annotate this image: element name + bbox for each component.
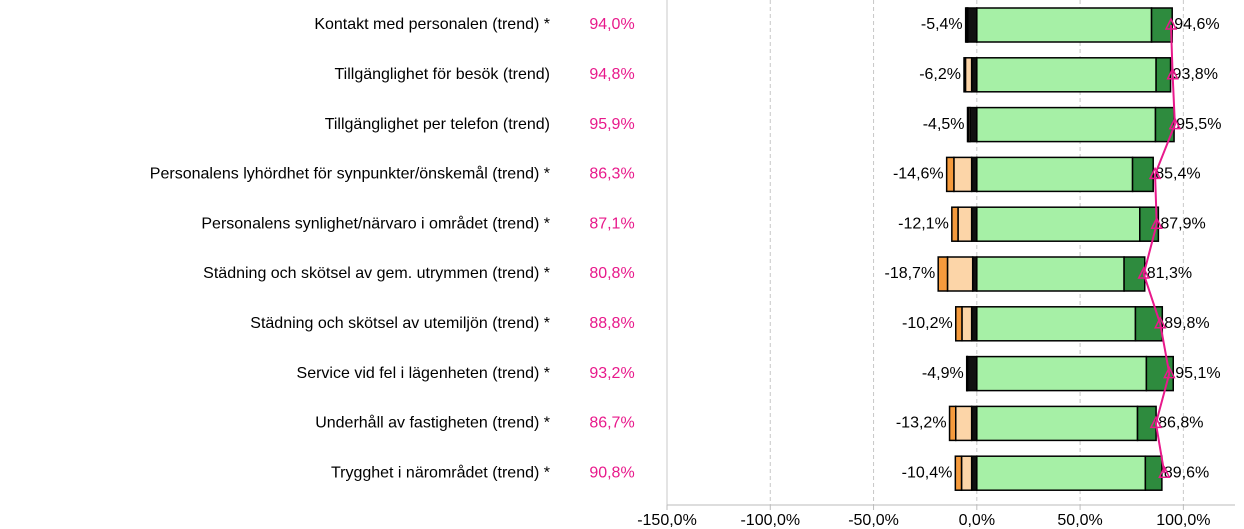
negative-segment <box>963 57 967 93</box>
previous-label: 93,2% <box>589 365 634 382</box>
negative-segment <box>946 256 974 292</box>
x-tick-label: 100,0% <box>1156 512 1210 529</box>
positive-total-label: 95,1% <box>1175 365 1220 382</box>
category-label: Service vid fel i lägenheten (trend) * <box>297 365 550 382</box>
negative-segment <box>966 7 978 43</box>
negative-segment <box>955 306 963 342</box>
x-tick-label: 0,0% <box>959 512 995 529</box>
negative-total-label: -12,1% <box>898 215 949 232</box>
positive-segment <box>1150 7 1173 43</box>
negative-segment <box>951 206 959 242</box>
negative-total-label: -4,9% <box>922 365 964 382</box>
positive-segment <box>1123 256 1146 292</box>
previous-label: 80,8% <box>589 265 634 282</box>
negative-segment <box>969 106 978 143</box>
category-label: Trygghet i närområdet (trend) * <box>331 463 550 481</box>
negative-segment <box>953 156 973 193</box>
trend-marker <box>1166 67 1179 80</box>
negative-segment <box>970 455 978 491</box>
positive-segment <box>976 57 1157 93</box>
positive-total-label: 85,4% <box>1155 166 1200 183</box>
positive-segment <box>1144 455 1163 491</box>
category-label: Städning och skötsel av utemiljön (trend… <box>250 315 550 332</box>
previous-label: 90,8% <box>589 464 634 481</box>
positive-total-label: 94,6% <box>1174 16 1219 33</box>
positive-segment <box>976 156 1134 193</box>
x-tick-label: -150,0% <box>637 512 697 529</box>
negative-segment <box>964 7 968 43</box>
x-tick-label: -50,0% <box>848 512 899 529</box>
negative-segment <box>960 455 973 491</box>
negative-total-label: -6,2% <box>919 66 961 83</box>
previous-label: 86,3% <box>589 166 634 183</box>
positive-segment <box>1131 156 1154 193</box>
previous-label: 94,8% <box>589 66 634 83</box>
trend-marker <box>1150 216 1163 229</box>
negative-segment <box>970 405 978 442</box>
positive-segment <box>976 256 1125 292</box>
negative-total-label: -5,4% <box>921 16 963 33</box>
trend-marker <box>1163 365 1176 379</box>
category-label: Personalens synlighet/närvaro i området … <box>201 214 550 232</box>
negative-segment <box>954 455 963 491</box>
positive-segment <box>976 206 1141 242</box>
trend-marker <box>1164 17 1178 30</box>
positive-total-label: 87,9% <box>1160 215 1205 232</box>
category-label: Tillgänglighet för besök (trend) <box>334 66 550 83</box>
positive-total-label: 95,5% <box>1176 116 1221 133</box>
category-label: Kontakt med personalen (trend) * <box>314 16 550 33</box>
positive-segment <box>976 405 1139 442</box>
positive-total-label: 81,3% <box>1147 265 1192 282</box>
negative-segment <box>966 106 970 143</box>
previous-label: 87,1% <box>589 215 634 232</box>
positive-segment <box>976 7 1153 43</box>
negative-segment <box>966 355 978 392</box>
previous-label: 86,7% <box>589 415 634 432</box>
previous-label: 88,8% <box>589 315 634 332</box>
positive-segment <box>976 106 1157 143</box>
previous-label: 95,9% <box>589 116 634 133</box>
category-label: Underhåll av fastigheten (trend) * <box>315 414 550 432</box>
negative-segment <box>937 256 949 292</box>
negative-segment <box>955 405 973 442</box>
trend-marker <box>1168 116 1182 130</box>
negative-segment <box>970 57 978 93</box>
positive-segment <box>976 355 1148 392</box>
trend-marker <box>1148 166 1162 180</box>
negative-segment <box>948 405 957 442</box>
positive-total-label: 93,8% <box>1173 66 1218 83</box>
previous-label: 94,0% <box>589 16 634 33</box>
positive-total-label: 86,8% <box>1158 415 1203 432</box>
negative-segment <box>961 306 973 342</box>
category-label: Tillgänglighet per telefon (trend) <box>325 116 550 133</box>
positive-total-label: 89,6% <box>1164 464 1209 481</box>
positive-segment <box>1155 57 1172 93</box>
trend-marker <box>1137 266 1150 279</box>
positive-total-label: 89,8% <box>1164 315 1209 332</box>
negative-total-label: -10,4% <box>902 464 953 481</box>
negative-total-label: -4,5% <box>923 116 965 133</box>
negative-total-label: -10,2% <box>902 315 953 332</box>
trend-marker <box>1154 316 1167 329</box>
negative-segment <box>970 306 978 342</box>
positive-segment <box>976 306 1137 342</box>
x-tick-label: 50,0% <box>1057 512 1102 529</box>
trend-line <box>1142 24 1176 474</box>
trend-marker <box>1158 465 1171 478</box>
category-label: Städning och skötsel av gem. utrymmen (t… <box>203 265 550 282</box>
negative-total-label: -14,6% <box>893 166 944 183</box>
positive-segment <box>1134 306 1164 342</box>
x-tick-label: -100,0% <box>740 512 800 529</box>
positive-segment <box>976 455 1147 491</box>
trend-marker <box>1149 415 1163 429</box>
negative-segment <box>964 57 973 93</box>
negative-total-label: -13,2% <box>896 415 947 432</box>
negative-segment <box>957 206 973 242</box>
negative-segment <box>945 156 955 193</box>
negative-segment <box>970 156 978 193</box>
negative-segment <box>970 206 978 242</box>
negative-total-label: -18,7% <box>884 265 935 282</box>
category-label: Personalens lyhördhet för synpunkter/öns… <box>150 165 550 183</box>
